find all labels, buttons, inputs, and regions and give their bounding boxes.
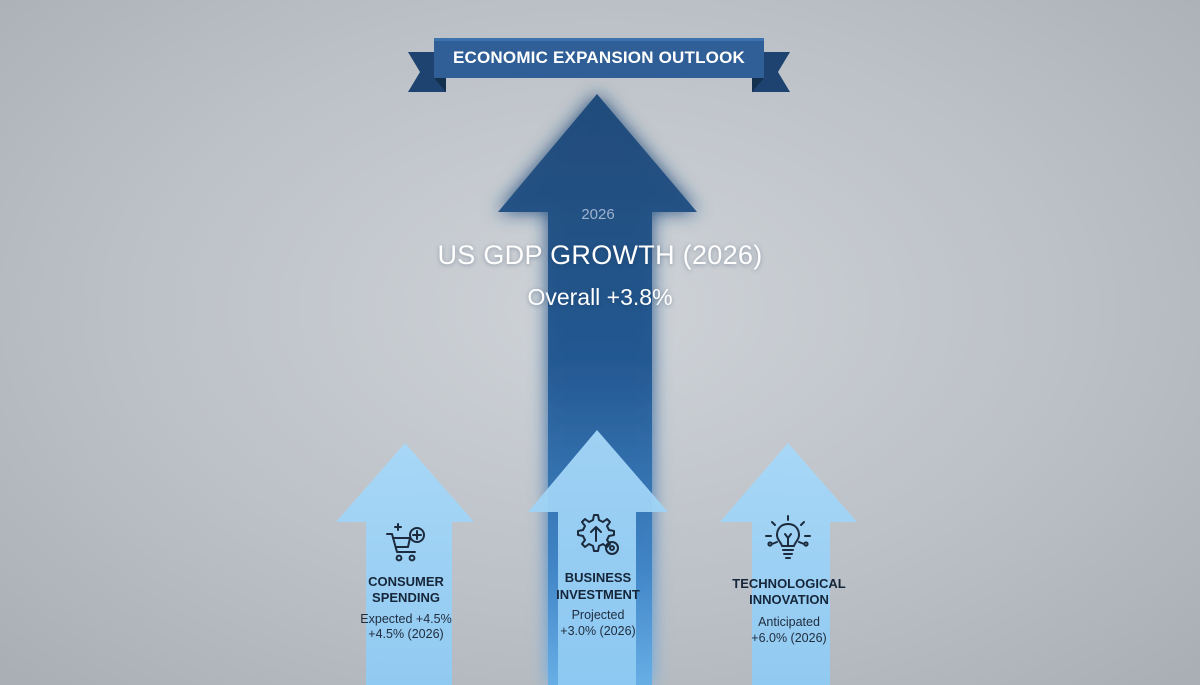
- banner-title: ECONOMIC EXPANSION OUTLOOK: [452, 48, 745, 67]
- consumer-title-line2: SPENDING: [372, 590, 440, 605]
- gear-upload-icon: [577, 514, 619, 555]
- main-year-label: 2026: [581, 206, 615, 223]
- tech-desc-line1: Anticipated: [758, 615, 820, 629]
- consumer-title-line1: CONSUMER: [368, 574, 444, 589]
- main-title: US GDP GROWTH (2026): [437, 240, 763, 270]
- main-subtitle: Overall +3.8%: [527, 284, 673, 310]
- business-title-line1: BUSINESS: [564, 570, 632, 585]
- lightbulb-circuit-icon: [765, 515, 811, 559]
- business-desc-line1: Projected: [571, 608, 625, 622]
- consumer-spending-arrow: [336, 443, 474, 685]
- business-title-line2: INVESTMENT: [556, 587, 640, 602]
- technological-innovation-arrow: [720, 443, 857, 685]
- consumer-desc-line2: +4.5% (2026): [368, 627, 444, 641]
- business-investment-arrow: [528, 430, 668, 685]
- tech-title-line2: INNOVATION: [749, 592, 829, 607]
- title-banner: ECONOMIC EXPANSION OUTLOOK: [408, 38, 790, 94]
- business-desc-line2: +3.0% (2026): [560, 624, 636, 638]
- consumer-desc-line1: Expected +4.5%: [360, 612, 452, 626]
- tech-title-line1: TECHNOLOGICAL: [732, 576, 846, 591]
- tech-desc-line2: +6.0% (2026): [751, 631, 827, 645]
- shopping-cart-plus-icon: [386, 523, 425, 562]
- main-growth-arrow: [498, 94, 697, 685]
